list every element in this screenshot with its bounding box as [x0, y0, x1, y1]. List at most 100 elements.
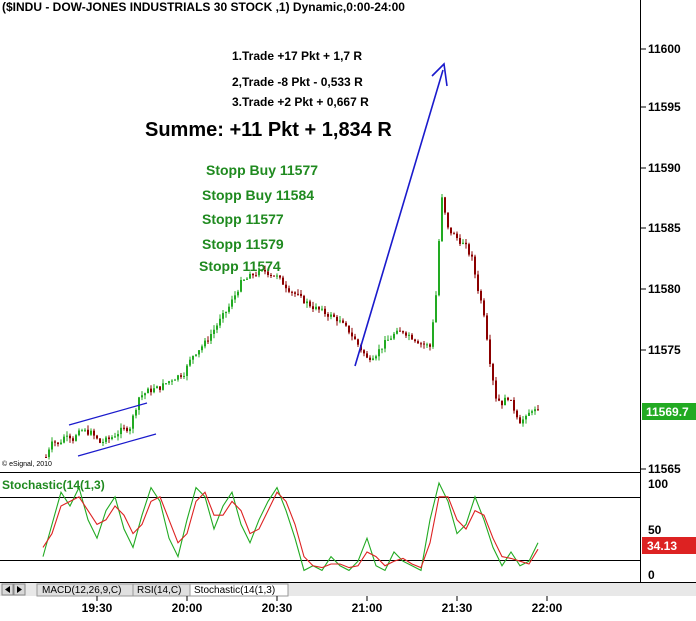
candle-up — [177, 375, 179, 380]
candle-up — [114, 436, 116, 438]
stoch-y-tick-label: 50 — [648, 523, 662, 537]
trade-3-text: 3.Trade +2 Pkt + 0,667 R — [232, 95, 369, 109]
candle-up — [204, 340, 206, 347]
candle-down — [207, 340, 209, 342]
candle-up — [63, 436, 65, 443]
candle-down — [498, 398, 500, 401]
y-tick-label: 11575 — [648, 343, 681, 357]
tab-macd[interactable]: MACD(12,26,9,C) — [36, 583, 134, 597]
copyright-text: © eSignal, 2010 — [2, 460, 52, 468]
candle-up — [192, 355, 194, 360]
candle-up — [210, 334, 212, 341]
candle-up — [213, 329, 215, 335]
candle-up — [165, 383, 167, 385]
candle-down — [417, 341, 419, 344]
candle-down — [492, 363, 494, 381]
y-tick-label: 11595 — [648, 100, 681, 114]
candle-down — [333, 314, 335, 317]
stochastic-panel: Stochastic(14(1,3) 100 50 0 34.13 — [0, 477, 696, 582]
stop-text-4: Stopp 11579 — [202, 236, 284, 252]
candle-up — [381, 348, 383, 350]
candle-up — [525, 415, 527, 420]
candle-down — [357, 339, 359, 345]
candle-down — [420, 343, 422, 345]
trend-arrow — [354, 62, 448, 367]
candle-down — [108, 437, 110, 440]
candle-down — [309, 301, 311, 307]
candle-up — [132, 415, 134, 429]
stop-text-1: Stopp Buy 11577 — [206, 162, 318, 178]
candle-up — [147, 388, 149, 394]
candle-up — [81, 430, 83, 432]
candle-down — [282, 277, 284, 285]
y-tick-label: 11590 — [648, 161, 681, 175]
candle-up — [60, 442, 62, 445]
candle-up — [117, 434, 119, 437]
channel-lower-line — [77, 433, 157, 457]
trend-channel — [68, 402, 157, 457]
candle-down — [279, 275, 281, 278]
candle-up — [189, 359, 191, 366]
candle-up — [78, 430, 80, 436]
candle-series — [45, 193, 539, 460]
candle-up — [75, 435, 77, 441]
candle-up — [315, 306, 317, 310]
candle-down — [288, 288, 290, 292]
candle-up — [129, 428, 131, 432]
candle-up — [225, 311, 227, 314]
candle-down — [252, 273, 254, 276]
candle-down — [450, 227, 452, 234]
last-price-value: 11569.7 — [646, 405, 689, 419]
candle-up — [120, 427, 122, 435]
candle-down — [294, 292, 296, 294]
candle-up — [144, 393, 146, 396]
tab-rsi[interactable]: RSI(14,C) — [132, 583, 191, 597]
candle-up — [234, 295, 236, 300]
candle-down — [159, 386, 161, 390]
candle-down — [459, 238, 461, 244]
candle-down — [345, 322, 347, 326]
y-tick-label: 11600 — [648, 42, 681, 56]
stoch-y-tick-label: 100 — [648, 477, 668, 491]
trade-2-text: 2,Trade -8 Pkt - 0,533 R — [232, 75, 363, 89]
candle-down — [336, 316, 338, 322]
candle-up — [375, 356, 377, 359]
candle-down — [354, 336, 356, 340]
x-tick-label: 20:00 — [172, 601, 203, 615]
candle-up — [162, 383, 164, 390]
candle-up — [534, 409, 536, 412]
candle-down — [255, 275, 257, 277]
candle-down — [96, 435, 98, 439]
candle-down — [447, 212, 449, 228]
right-arrow-icon — [17, 586, 22, 593]
candle-down — [423, 343, 425, 345]
candle-up — [261, 269, 263, 271]
candle-down — [402, 331, 404, 333]
candle-up — [231, 299, 233, 307]
candle-down — [45, 457, 47, 458]
candle-up — [249, 273, 251, 279]
candle-up — [102, 441, 104, 443]
arrow-shaft — [354, 69, 444, 367]
tab-stochastic-shape — [189, 583, 289, 597]
candle-up — [186, 365, 188, 376]
candle-down — [270, 274, 272, 276]
tab-macd-label: MACD(12,26,9,C) — [42, 585, 121, 596]
candle-up — [198, 350, 200, 355]
candle-up — [183, 375, 185, 377]
stoch-lines — [42, 481, 539, 572]
candle-down — [348, 325, 350, 333]
tab-stochastic[interactable]: Stochastic(14(1,3) — [189, 583, 289, 597]
candle-down — [468, 244, 470, 255]
candle-down — [516, 410, 518, 418]
candle-down — [72, 438, 74, 441]
x-tick-label: 22:00 — [532, 601, 563, 615]
candle-down — [54, 441, 56, 443]
candle-up — [66, 435, 68, 437]
candle-up — [237, 291, 239, 296]
candle-up — [372, 358, 374, 360]
candle-down — [363, 350, 365, 354]
candle-down — [456, 233, 458, 239]
